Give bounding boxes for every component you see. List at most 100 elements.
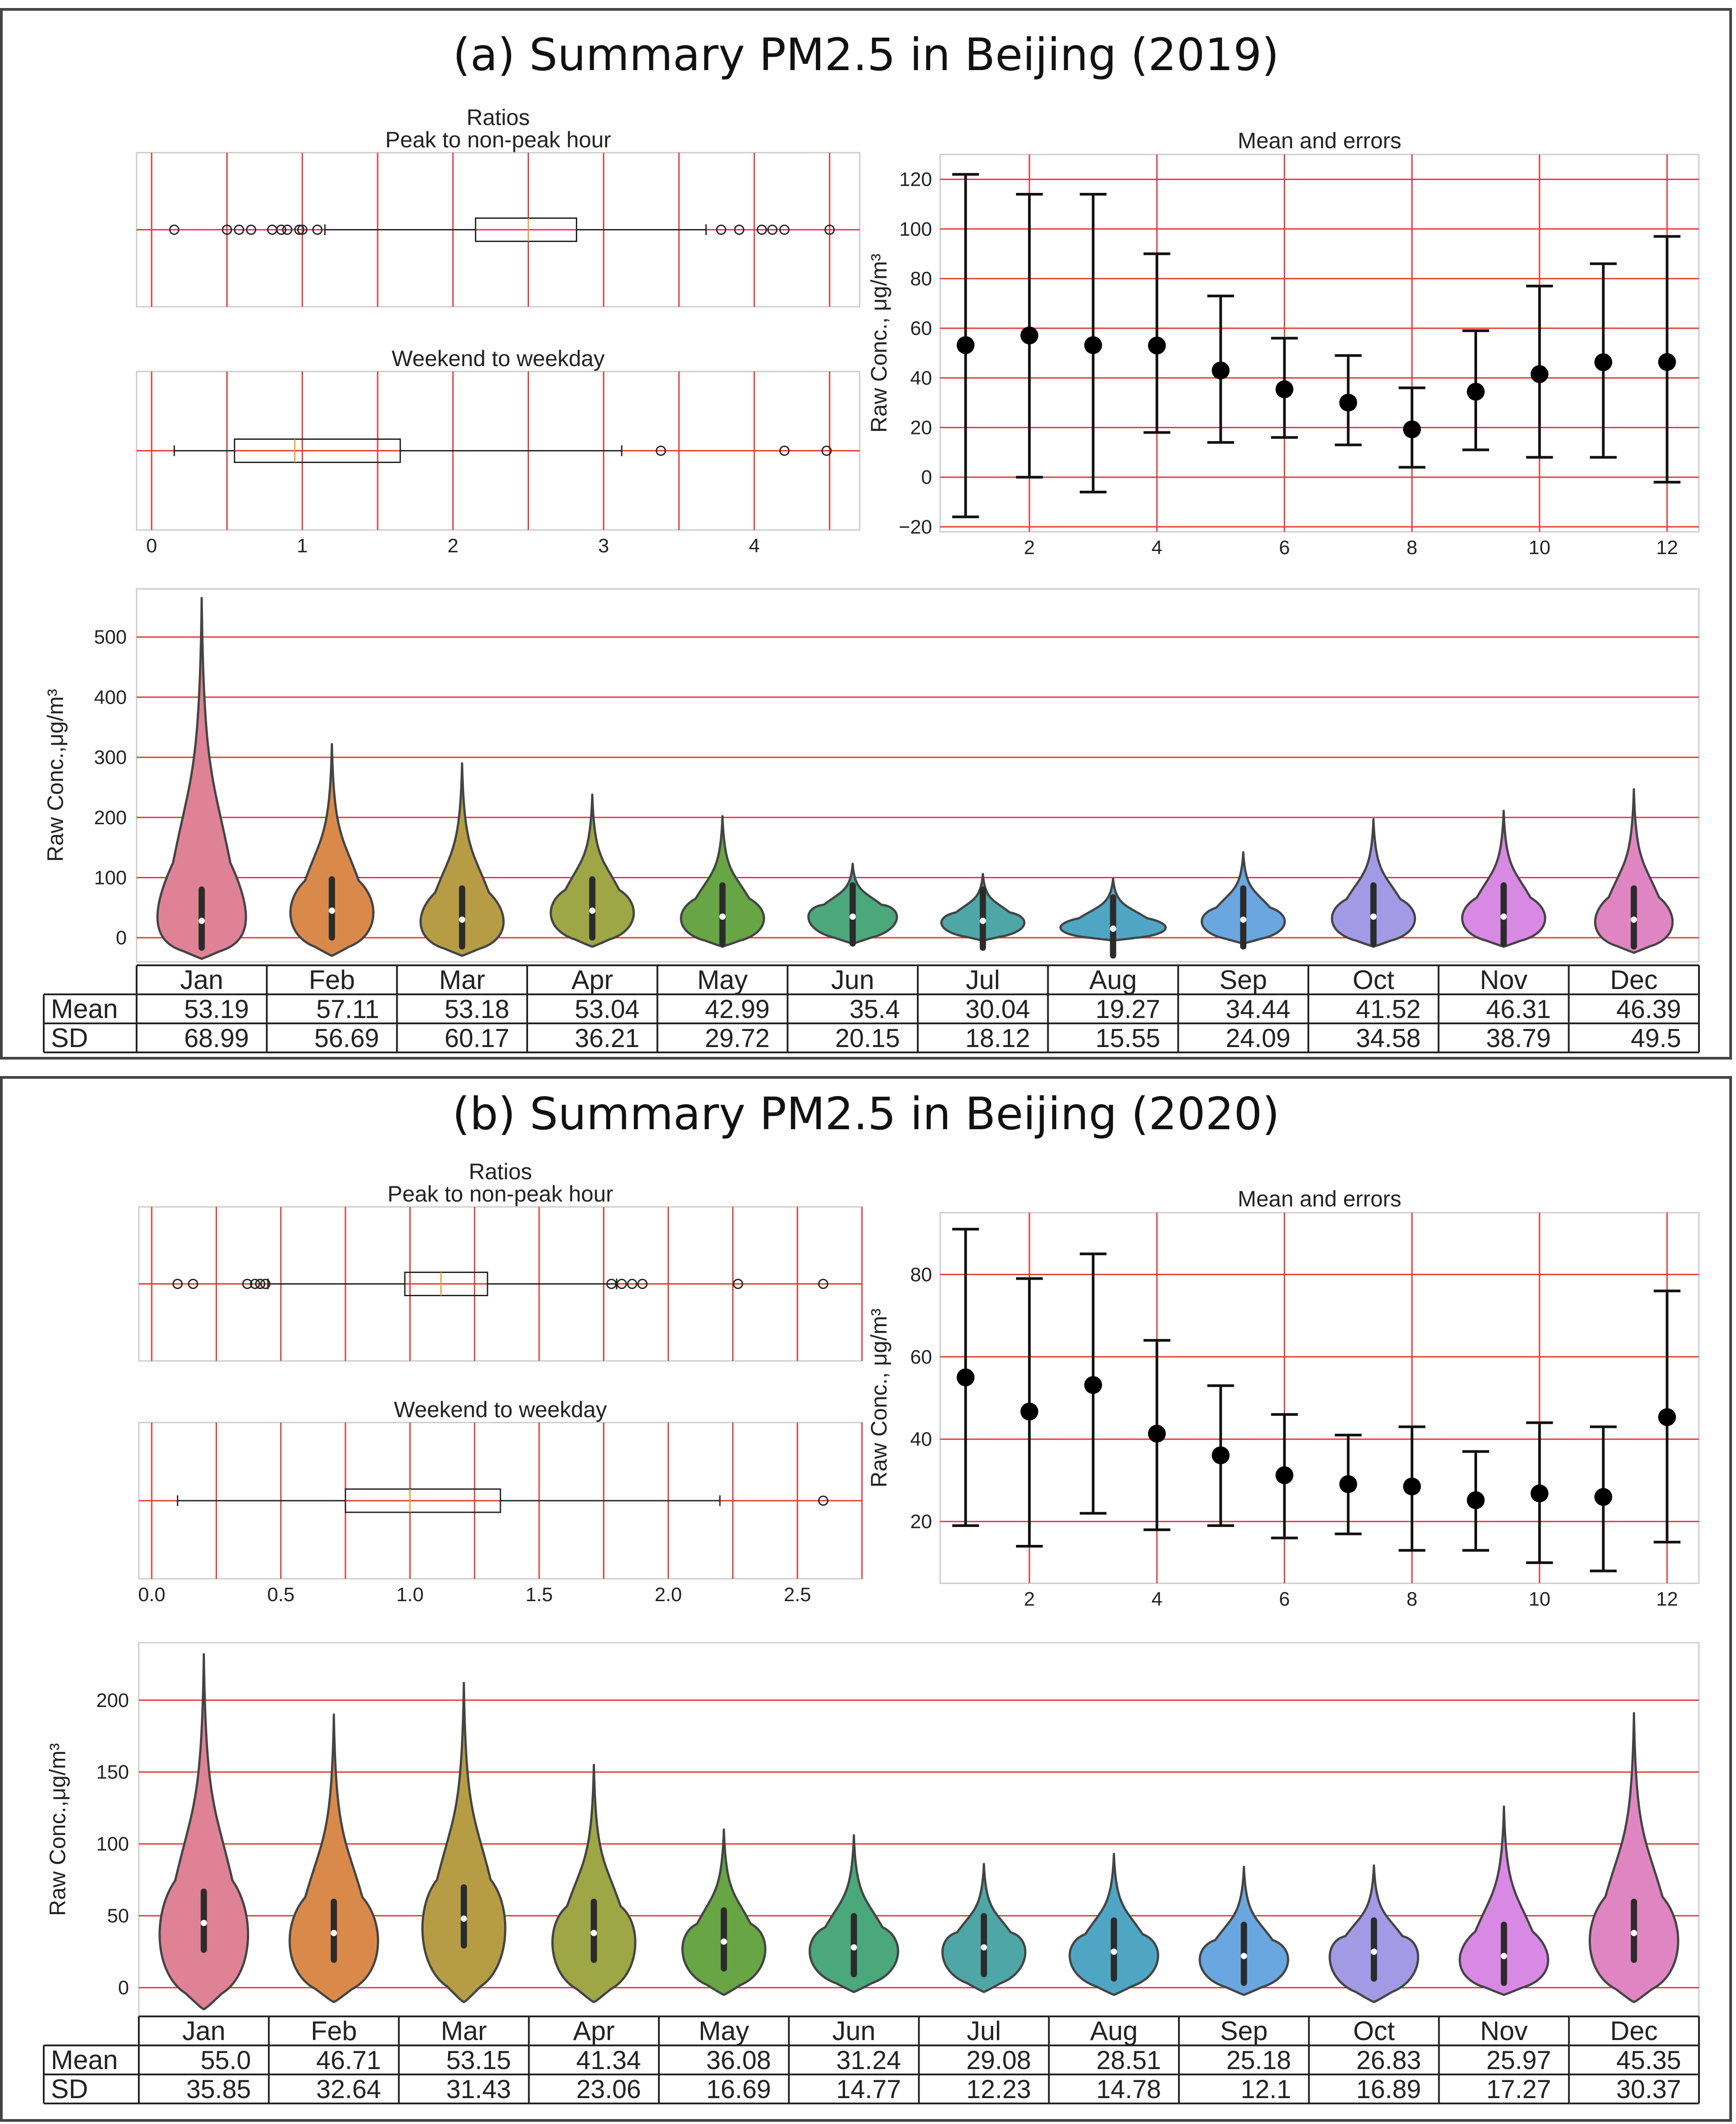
- table-month-header: Aug: [1090, 2016, 1138, 2046]
- violin-apr: [551, 1764, 637, 2003]
- table-sd-cell: 16.69: [706, 2075, 771, 2104]
- table-month-header: Oct: [1353, 965, 1395, 995]
- violin-y-tick-label: 100: [96, 1833, 129, 1855]
- mean-errors-y-tick-label: 20: [910, 417, 932, 439]
- table-month-header: Jun: [833, 2016, 876, 2046]
- violin-nov: [1458, 1805, 1549, 1996]
- peak-boxplot-outlier: [188, 1279, 198, 1289]
- weekend-boxplot-title: Weekend to weekday: [391, 346, 604, 371]
- table-month-header: Feb: [309, 965, 355, 995]
- violin-median-dot: [329, 907, 335, 914]
- mean-errors-y-tick-label: 120: [899, 169, 932, 191]
- table-mean-cell: 53.18: [445, 995, 509, 1024]
- table-month-header: May: [699, 2016, 749, 2046]
- mean-point: [1148, 1424, 1166, 1443]
- peak-boxplot-box: [475, 217, 577, 242]
- table-mean-cell: 34.44: [1226, 995, 1291, 1024]
- table-mean-cell: 19.27: [1095, 995, 1160, 1024]
- peak-boxplot-outlier: [234, 225, 244, 235]
- mean-errors-y-tick-label: 20: [910, 1511, 932, 1533]
- table-month-header: Mar: [441, 2016, 487, 2046]
- mean-errors-y-tick-label: 80: [910, 268, 932, 290]
- table-month-header: Jul: [966, 965, 1000, 995]
- violin-median-dot: [1241, 1953, 1247, 1959]
- table-month-header: Oct: [1353, 2016, 1395, 2046]
- table-mean-cell: 53.15: [446, 2046, 511, 2075]
- violin-median-dot: [1111, 1949, 1117, 1955]
- peak-boxplot-outlier: [312, 225, 323, 235]
- violin-y-tick-label: 0: [118, 1977, 129, 1999]
- table-mean-cell: 31.24: [836, 2046, 901, 2075]
- mean-errors-x-tick-label: 12: [1656, 537, 1678, 559]
- peak-boxplot-outlier: [222, 225, 232, 235]
- table-row-label-sd: SD: [51, 2074, 88, 2104]
- table-sd-cell: 12.23: [966, 2075, 1031, 2104]
- mean-point: [1211, 1446, 1230, 1465]
- table-sd-cell: 32.64: [316, 2075, 381, 2104]
- mean-point: [1275, 380, 1294, 398]
- peak-boxplot-title: Ratios: [466, 105, 530, 130]
- peak-boxplot-outlier: [255, 1279, 266, 1289]
- mean-errors-x-tick-label: 12: [1656, 1588, 1678, 1610]
- violin-apr: [550, 793, 635, 948]
- peak-boxplot-outlier: [282, 225, 292, 235]
- violin-dec: [1589, 1712, 1679, 2003]
- violin-jan: [156, 597, 247, 960]
- violin-median-dot: [720, 1938, 727, 1945]
- violin-median-dot: [1240, 916, 1247, 923]
- table-sd-cell: 68.99: [184, 1024, 249, 1053]
- mean-errors-x-tick-label: 2: [1024, 1588, 1035, 1610]
- table-sd-cell: 17.27: [1486, 2075, 1551, 2104]
- mean-point: [1020, 1402, 1038, 1421]
- table-mean-cell: 26.83: [1356, 2046, 1421, 2075]
- violin-y-tick-label: 300: [94, 747, 127, 768]
- peak-boxplot-outlier: [637, 1279, 648, 1289]
- table-mean-cell: 46.39: [1616, 995, 1681, 1024]
- peak-boxplot-outlier: [733, 1279, 743, 1289]
- mean-errors-y-label: Raw Conc., μg/m³: [866, 254, 891, 433]
- mean-point: [1658, 1408, 1676, 1426]
- mean-point: [1594, 353, 1612, 371]
- peak-boxplot-outlier: [824, 225, 835, 235]
- table-sd-cell: 36.21: [575, 1024, 640, 1053]
- table-sd-cell: 30.37: [1616, 2075, 1681, 2104]
- ratio-x-tick-label: 4: [749, 535, 760, 557]
- weekend-boxplot-outlier: [779, 446, 790, 456]
- violin-y-tick-label: 200: [94, 807, 127, 829]
- mean-errors-x-tick-label: 10: [1528, 537, 1550, 559]
- mean-point: [1467, 1491, 1485, 1509]
- violin-median-dot: [719, 913, 726, 920]
- violin-y-tick-label: 150: [96, 1761, 129, 1783]
- table-sd-cell: 18.12: [966, 1024, 1030, 1053]
- table-sd-cell: 31.43: [446, 2075, 511, 2104]
- ratio-x-tick-label: 2.0: [654, 1584, 682, 1606]
- table-month-header: Sep: [1220, 965, 1267, 995]
- violin-median-dot: [1110, 925, 1116, 932]
- mean-errors-y-tick-label: 0: [921, 467, 932, 488]
- table-mean-cell: 53.04: [575, 995, 640, 1024]
- table-row-label-mean: Mean: [51, 994, 118, 1024]
- mean-errors-x-tick-label: 8: [1407, 537, 1417, 559]
- ratio-x-tick-label: 3: [598, 535, 609, 557]
- peak-boxplot-outlier: [734, 225, 745, 235]
- table-mean-cell: 46.31: [1486, 995, 1551, 1024]
- mean-point: [1211, 361, 1230, 380]
- mean-errors-frame: [939, 1212, 1700, 1584]
- table-sd-cell: 35.85: [186, 2075, 251, 2104]
- table-mean-cell: 57.11: [316, 995, 379, 1024]
- table-month-header: Jun: [831, 965, 874, 995]
- peak-boxplot-outlier: [172, 1279, 183, 1289]
- violin-median-dot: [589, 907, 595, 914]
- mean-errors-x-tick-label: 4: [1151, 537, 1162, 559]
- violin-feb: [289, 743, 375, 957]
- table-sd-cell: 23.06: [576, 2075, 641, 2104]
- mean-errors-y-tick-label: 60: [910, 317, 932, 339]
- mean-errors-title: Mean and errors: [1238, 1186, 1402, 1211]
- mean-point: [1339, 1475, 1357, 1493]
- peak-boxplot-outlier: [779, 225, 790, 235]
- mean-errors-y-tick-label: 60: [910, 1346, 932, 1368]
- peak-boxplot-outlier: [169, 225, 179, 235]
- violin-feb: [288, 1713, 379, 2003]
- peak-boxplot-outlier: [260, 1279, 271, 1289]
- violin-y-tick-label: 200: [96, 1690, 129, 1711]
